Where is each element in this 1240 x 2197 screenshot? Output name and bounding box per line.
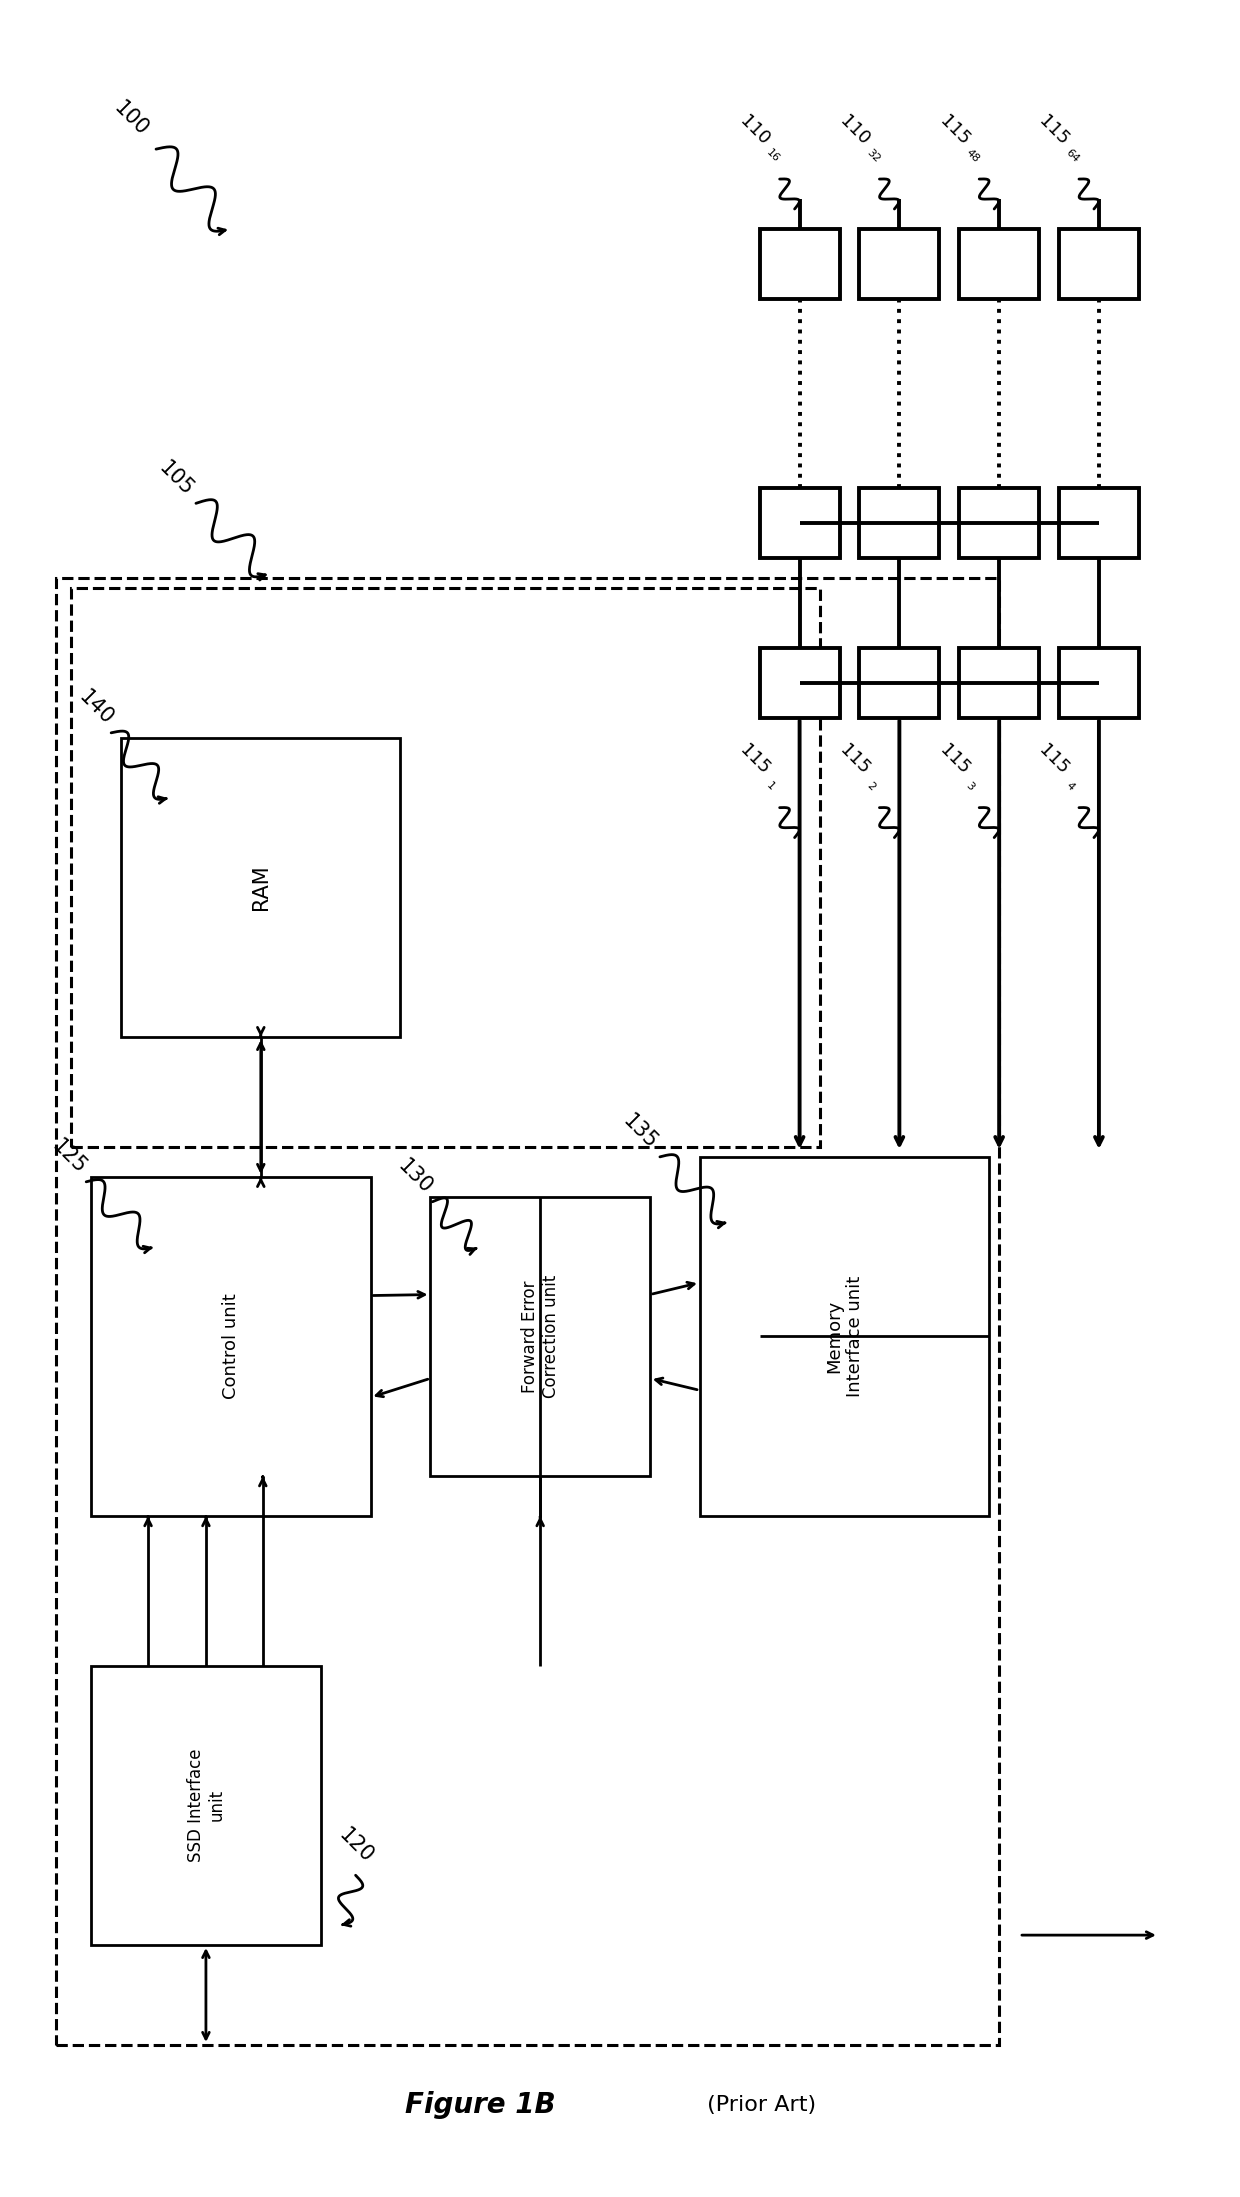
Bar — [760, 228, 839, 299]
Text: 120: 120 — [335, 1824, 377, 1867]
Bar — [760, 648, 839, 718]
Text: 110: 110 — [737, 112, 773, 149]
Text: 115: 115 — [936, 740, 972, 778]
Text: 2: 2 — [864, 780, 877, 793]
Bar — [1059, 648, 1138, 718]
Bar — [699, 1158, 990, 1516]
Text: 135: 135 — [619, 1112, 661, 1153]
Text: 100: 100 — [110, 99, 153, 141]
Text: 1: 1 — [765, 780, 776, 793]
Text: 4: 4 — [1064, 780, 1076, 793]
Text: RAM: RAM — [250, 866, 270, 910]
Text: 115: 115 — [1035, 740, 1073, 778]
Bar — [430, 1197, 650, 1476]
Bar — [92, 1178, 371, 1516]
Text: Memory
Interface unit: Memory Interface unit — [825, 1276, 864, 1397]
Bar — [71, 589, 820, 1147]
Bar — [56, 578, 999, 2045]
Text: (Prior Art): (Prior Art) — [699, 2094, 816, 2116]
Bar — [960, 488, 1039, 558]
Bar — [92, 1665, 321, 1944]
Text: 115: 115 — [1035, 112, 1073, 149]
Text: 3: 3 — [965, 780, 976, 793]
Text: SSD Interface
unit: SSD Interface unit — [186, 1749, 226, 1863]
Bar — [760, 488, 839, 558]
Text: 32: 32 — [864, 147, 882, 165]
Text: Control unit: Control unit — [222, 1294, 239, 1399]
Bar — [960, 648, 1039, 718]
Text: 115: 115 — [836, 740, 873, 778]
Text: 115: 115 — [936, 112, 972, 149]
Bar — [122, 738, 401, 1037]
Bar — [1059, 228, 1138, 299]
Bar — [960, 228, 1039, 299]
Text: 48: 48 — [965, 147, 981, 165]
Text: 16: 16 — [765, 147, 781, 165]
Text: Forward Error
Correction unit: Forward Error Correction unit — [521, 1274, 559, 1397]
Text: 130: 130 — [394, 1156, 436, 1197]
Text: 110: 110 — [836, 112, 873, 149]
Bar — [1059, 488, 1138, 558]
Text: 140: 140 — [76, 688, 118, 729]
Text: 105: 105 — [155, 457, 197, 499]
Bar — [859, 228, 939, 299]
Text: 125: 125 — [48, 1136, 91, 1178]
Bar — [859, 488, 939, 558]
Text: Figure 1B: Figure 1B — [405, 2092, 556, 2118]
Text: 115: 115 — [737, 740, 774, 778]
Text: 64: 64 — [1064, 147, 1081, 165]
Bar — [859, 648, 939, 718]
